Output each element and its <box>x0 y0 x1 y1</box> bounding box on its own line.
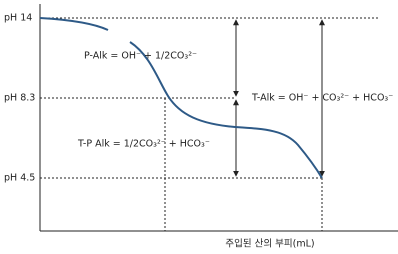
annotation: P-Alk = OH⁻ + 1/2CO₃²⁻ <box>84 51 197 62</box>
y-label: pH 4.5 <box>4 173 35 184</box>
annotation: T-P Alk = 1/2CO₃²⁻ + HCO₃⁻ <box>77 139 210 150</box>
y-label: pH 8.3 <box>4 93 35 104</box>
annotation: T-Alk = OH⁻ + CO₃²⁻ + HCO₃⁻ <box>251 93 393 104</box>
y-label: pH 14 <box>4 13 32 24</box>
x-axis-label: 주입된 산의 부피(mL) <box>225 238 314 250</box>
titration-curve <box>39 17 323 179</box>
